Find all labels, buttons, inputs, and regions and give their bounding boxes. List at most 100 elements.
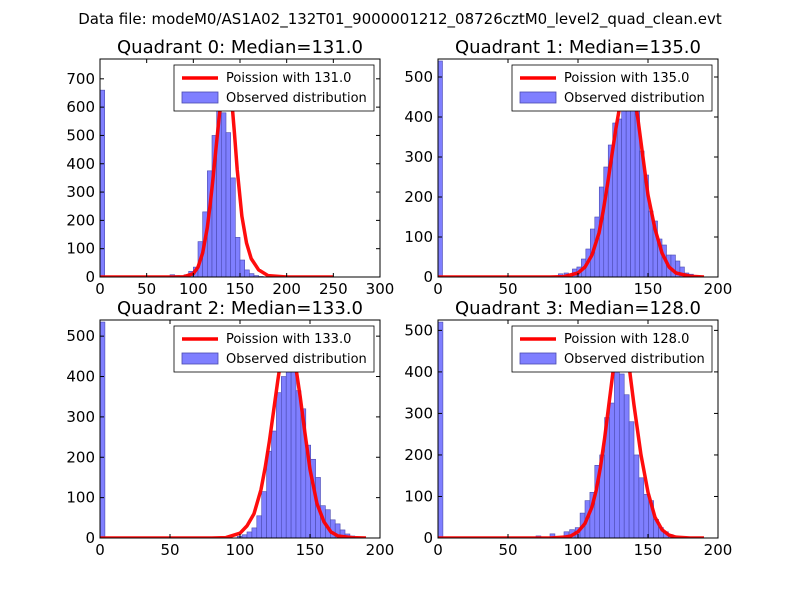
- x-tick-label: 150: [634, 541, 663, 559]
- y-tick-label: 0: [85, 268, 95, 286]
- legend: Poission with 131.0 Observed distribution: [173, 64, 375, 112]
- legend: Poission with 135.0 Observed distribution: [511, 64, 713, 112]
- x-tick-label: 200: [704, 280, 733, 298]
- subplot-title: Quadrant 3: Median=128.0: [455, 298, 701, 319]
- histogram-bar: [295, 390, 302, 538]
- histogram-bar: [276, 392, 282, 538]
- subplot-quadrant-2: 0 50 100 150 200 0 100 200 300 400 500 Quadrant 2: …: [66, 298, 394, 559]
- legend-bar-swatch: [519, 91, 557, 104]
- histogram-bar: [621, 88, 627, 277]
- x-tick-label: 200: [272, 280, 301, 298]
- y-tick-label: 400: [66, 155, 95, 173]
- legend-bar-swatch: [519, 352, 557, 365]
- y-tick-label: 0: [85, 529, 95, 547]
- x-tick-label: 200: [366, 541, 395, 559]
- y-tick-label: 200: [66, 211, 95, 229]
- y-tick-label: 200: [404, 188, 433, 206]
- histogram-bar: [225, 132, 231, 277]
- histogram-bar: [261, 491, 267, 538]
- histogram-bar: [100, 89, 105, 277]
- subplot-quadrant-1: 0 50 100 150 200 0 100 200 300 400 500 Quadrant 1: …: [404, 37, 732, 298]
- legend-label-observed: Observed distribution: [564, 352, 705, 367]
- histogram-bar: [256, 515, 262, 538]
- subplot-title: Quadrant 2: Median=133.0: [117, 298, 363, 319]
- y-tick-label: 500: [404, 68, 433, 86]
- histogram-bar: [609, 402, 615, 538]
- histogram-bar: [230, 177, 236, 277]
- legend-label-poisson: Poission with 131.0: [226, 71, 351, 86]
- y-tick-label: 200: [66, 448, 95, 466]
- histogram-bar: [280, 376, 287, 538]
- histogram-bar: [633, 454, 640, 538]
- y-tick-label: 100: [66, 489, 95, 507]
- x-tick-label: 300: [366, 280, 395, 298]
- histogram-bar: [618, 373, 625, 538]
- x-tick-label: 250: [319, 280, 348, 298]
- y-tick-label: 500: [66, 126, 95, 144]
- x-tick-label: 100: [564, 280, 593, 298]
- y-tick-label: 600: [66, 98, 95, 116]
- histogram-bar: [628, 421, 635, 538]
- legend-bar-swatch: [181, 91, 219, 104]
- y-tick-label: 300: [404, 148, 433, 166]
- histogram-bar: [239, 259, 245, 277]
- histogram-bar: [638, 477, 645, 538]
- legend-label-observed: Observed distribution: [564, 91, 705, 106]
- x-tick-label: 0: [433, 541, 443, 559]
- histogram-bar: [616, 118, 622, 277]
- x-tick-label: 50: [498, 541, 517, 559]
- legend-label-poisson: Poission with 135.0: [564, 71, 689, 86]
- histogram-bar: [623, 394, 630, 538]
- histogram-bar: [249, 273, 255, 277]
- histogram-bar: [271, 430, 277, 538]
- figure-title: Data file: modeM0/AS1A02_132T01_90000012…: [78, 10, 722, 29]
- y-tick-label: 300: [66, 183, 95, 201]
- x-tick-label: 150: [296, 541, 325, 559]
- x-tick-label: 150: [226, 280, 255, 298]
- histogram-bar: [285, 356, 292, 538]
- y-tick-label: 500: [66, 327, 95, 345]
- histogram-bar: [679, 266, 685, 277]
- histogram-bar: [246, 531, 253, 538]
- y-tick-label: 300: [66, 408, 95, 426]
- legend: Poission with 133.0 Observed distribution: [173, 325, 375, 373]
- x-tick-label: 0: [95, 541, 105, 559]
- x-tick-label: 200: [704, 541, 733, 559]
- y-tick-label: 500: [404, 321, 433, 339]
- legend-label-poisson: Poission with 128.0: [564, 332, 689, 347]
- histogram-bar: [235, 237, 241, 277]
- y-tick-label: 700: [66, 70, 95, 88]
- y-tick-label: 0: [423, 529, 433, 547]
- legend-label-observed: Observed distribution: [226, 91, 367, 106]
- x-tick-label: 50: [160, 541, 179, 559]
- histogram-bar: [614, 367, 620, 538]
- histogram-bar: [438, 60, 443, 277]
- histogram-bar: [244, 269, 250, 277]
- legend: Poission with 128.0 Observed distribution: [511, 325, 713, 373]
- histogram-bar: [643, 494, 649, 538]
- x-tick-label: 0: [95, 280, 105, 298]
- legend-bar-swatch: [181, 352, 219, 365]
- subplot-quadrant-3: 0 50 100 150 200 0 100 200 300 400 500 Quadrant 3: …: [404, 298, 732, 559]
- x-tick-label: 150: [634, 280, 663, 298]
- subplot-title: Quadrant 0: Median=131.0: [117, 37, 363, 58]
- x-tick-label: 0: [433, 280, 443, 298]
- y-tick-label: 400: [404, 108, 433, 126]
- y-tick-label: 100: [66, 240, 95, 258]
- legend-label-observed: Observed distribution: [226, 352, 367, 367]
- x-tick-label: 100: [226, 541, 255, 559]
- x-tick-label: 50: [137, 280, 156, 298]
- y-tick-label: 400: [66, 368, 95, 386]
- histogram-bar: [100, 321, 106, 538]
- histogram-bar: [221, 112, 227, 277]
- subplot-title: Quadrant 1: Median=135.0: [455, 37, 701, 58]
- subplot-quadrant-0: 0 50 100 150 200 250 300 0 100 200 300 400 500 600 700…: [66, 37, 394, 298]
- histogram-bar: [251, 527, 258, 538]
- y-tick-label: 100: [404, 228, 433, 246]
- y-tick-label: 200: [404, 446, 433, 464]
- y-tick-label: 300: [404, 404, 433, 422]
- legend-label-poisson: Poission with 133.0: [226, 332, 351, 347]
- x-tick-label: 100: [564, 541, 593, 559]
- y-tick-label: 100: [404, 487, 433, 505]
